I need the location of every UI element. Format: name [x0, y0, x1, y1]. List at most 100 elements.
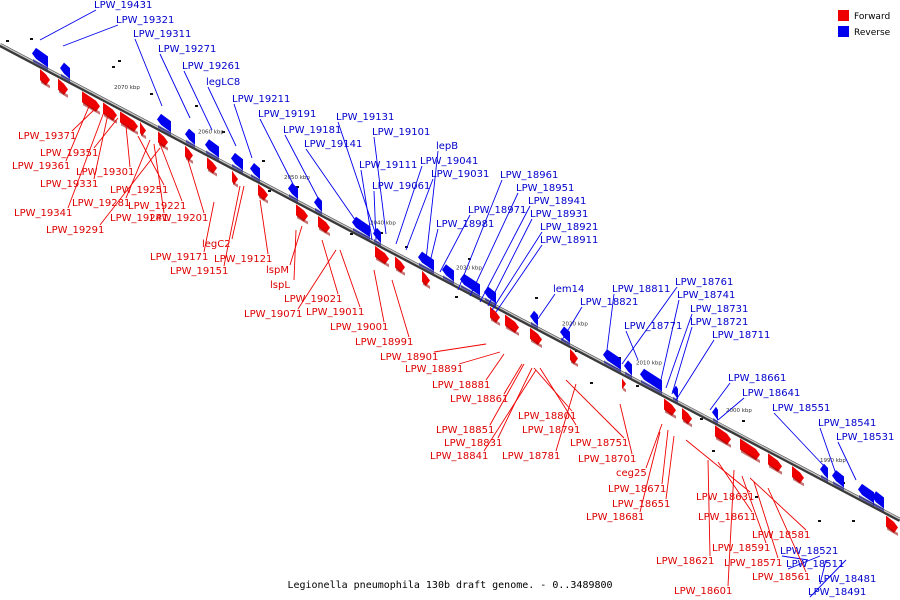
forward-leader-line — [483, 369, 537, 452]
reverse-leader-line — [360, 169, 373, 241]
forward-gene-arrow-24-shade — [741, 449, 760, 464]
tick-label: 1990 kbp — [820, 458, 846, 464]
forward-gene-arrow-8 — [207, 157, 217, 177]
forward-gene-arrow-2-shade — [83, 102, 100, 115]
reverse-leader-line — [425, 150, 439, 261]
forward-leader-line — [489, 363, 525, 426]
reverse-gene-label: lem14 — [553, 284, 584, 295]
forward-leader-line — [391, 279, 410, 338]
forward-gene-label: LPW_18621 — [656, 556, 714, 567]
reverse-leader-line — [487, 218, 533, 307]
forward-leader-line — [159, 143, 183, 202]
reverse-gene-arrow-13 — [460, 273, 480, 299]
tick-label: 2000 kbp — [726, 408, 752, 414]
forward-gene-arrow-13-shade — [376, 256, 389, 268]
forward-leader-line — [93, 113, 109, 180]
forward-gene-arrow-14-shade — [396, 267, 405, 276]
reverse-gene-label: LPW_19031 — [431, 169, 489, 180]
tick-label: 2050 kbp — [284, 175, 310, 181]
reverse-gene-label: LPW_18491 — [808, 587, 866, 598]
reverse-leader-line — [837, 441, 857, 481]
feature-mark — [755, 496, 758, 498]
reverse-gene-label: LPW_19271 — [158, 44, 216, 55]
feature-mark — [30, 38, 33, 40]
forward-gene-label: LPW_19331 — [40, 179, 98, 190]
reverse-leader-line — [439, 214, 471, 273]
forward-leader-line — [137, 135, 165, 186]
reverse-leader-line — [305, 148, 359, 225]
forward-leader-line — [223, 185, 241, 267]
forward-gene-arrow-25 — [768, 453, 782, 475]
forward-leader-line — [458, 351, 501, 365]
feature-mark — [818, 520, 821, 522]
reverse-gene-arrow-14-shade — [485, 297, 496, 307]
genome-backbone — [0, 43, 900, 522]
reverse-gene-arrow-18-shade — [625, 371, 632, 379]
forward-gene-arrow-5-shade — [141, 132, 146, 140]
feature-mark — [535, 297, 538, 299]
reverse-gene-arrow-25-shade — [873, 502, 884, 512]
forward-leader-line — [565, 379, 625, 439]
reverse-gene-arrow-19 — [640, 368, 662, 395]
forward-gene-label: LPW_18801 — [518, 411, 576, 422]
reverse-gene-arrow-6-shade — [251, 173, 260, 183]
forward-gene-arrow-5 — [140, 121, 146, 140]
reverse-gene-arrow-25 — [872, 491, 884, 512]
legend: Forward Reverse — [838, 10, 891, 38]
reverse-gene-label: LPW_18741 — [677, 290, 735, 301]
feature-mark — [852, 520, 855, 522]
feature-mark — [195, 105, 198, 107]
forward-leader-line — [767, 487, 807, 573]
reverse-gene-label: LPW_18921 — [540, 222, 598, 233]
forward-leader-line — [727, 469, 735, 587]
forward-gene-label: lspM — [266, 265, 289, 276]
forward-gene-arrow-11-shade — [297, 215, 308, 225]
reverse-gene-arrow-0 — [32, 47, 48, 71]
forward-gene-arrow-20-shade — [623, 387, 626, 393]
forward-gene-arrow-2-body — [82, 91, 100, 112]
forward-gene-arrow-14 — [395, 256, 405, 276]
feature-mark — [150, 93, 153, 95]
forward-gene-label: LPW_18611 — [698, 512, 756, 523]
forward-gene-arrow-20 — [622, 376, 626, 393]
forward-leader-line — [685, 439, 751, 493]
legend-forward-swatch — [838, 10, 849, 21]
forward-gene-arrow-15 — [422, 270, 430, 289]
reverse-gene-arrow-24-shade — [859, 494, 874, 507]
reverse-gene-arrow-16-shade — [561, 337, 570, 346]
reverse-gene-arrow-21-shade — [713, 417, 718, 424]
forward-gene-label: LPW_18671 — [608, 484, 666, 495]
forward-gene-arrow-26-shade — [793, 477, 804, 487]
legend-reverse-label: Reverse — [854, 28, 891, 38]
reverse-gene-label: LPW_18481 — [818, 574, 876, 585]
reverse-gene-arrow-1 — [60, 62, 70, 82]
feature-mark — [700, 418, 703, 420]
forward-gene-label: LPW_18861 — [450, 394, 508, 405]
reverse-gene-label: LPW_19111 — [359, 160, 417, 171]
reverse-gene-arrow-24 — [858, 483, 874, 507]
forward-gene-arrow-13-body — [375, 245, 389, 265]
forward-gene-arrow-1-shade — [59, 89, 68, 98]
reverse-gene-label: LPW_18951 — [516, 183, 574, 194]
reverse-leader-line — [207, 86, 237, 147]
feature-mark — [6, 40, 9, 42]
forward-gene-arrow-15-body — [422, 270, 430, 286]
forward-leader-line — [665, 435, 675, 500]
reverse-leader-line — [337, 121, 376, 233]
reverse-gene-arrow-23-shade — [833, 481, 844, 491]
forward-leader-line — [373, 269, 385, 323]
reverse-gene-arrow-12 — [442, 264, 454, 285]
forward-gene-arrow-12-shade — [319, 226, 330, 237]
forward-gene-label: LPW_18701 — [578, 454, 636, 465]
forward-leader-line — [717, 461, 753, 513]
forward-gene-arrow-0 — [40, 69, 50, 89]
reverse-gene-arrow-22 — [820, 463, 828, 482]
forward-gene-arrow-19 — [570, 348, 578, 368]
forward-leader-line — [297, 249, 337, 310]
tick-label: 2040 kbp — [370, 220, 396, 226]
forward-gene-arrow-9-body — [232, 170, 238, 185]
forward-gene-label: LPW_18751 — [570, 438, 628, 449]
reverse-leader-line — [491, 231, 543, 311]
reverse-leader-line — [781, 555, 809, 561]
forward-leader-line — [203, 201, 215, 253]
